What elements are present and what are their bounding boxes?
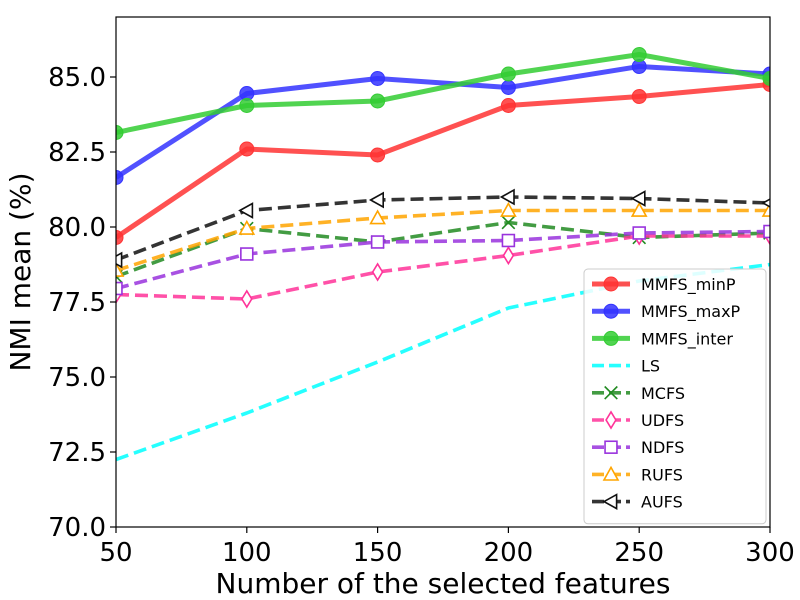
x-axis-label: Number of the selected features: [216, 567, 671, 600]
data-point: [238, 202, 254, 219]
data-point: [369, 209, 386, 225]
data-point: [630, 190, 646, 207]
legend-label: LS: [641, 357, 660, 376]
legend-box: [583, 268, 767, 525]
data-point: [240, 289, 253, 309]
series-line: [116, 82, 770, 240]
legend-marker: [603, 330, 619, 346]
series-rufs: [116, 201, 770, 277]
legend-marker: [602, 465, 620, 481]
legend-marker: [603, 276, 619, 292]
data-point: [761, 201, 770, 217]
y-tick-label: 80.0: [48, 213, 106, 243]
series-line: [116, 52, 770, 135]
data-point: [116, 261, 125, 277]
data-point: [632, 226, 646, 240]
data-point: [500, 66, 516, 82]
y-axis-label: NMI mean (%): [4, 172, 37, 371]
legend-marker: [605, 410, 617, 430]
legend-label: NDFS: [641, 438, 684, 457]
legend-item: UDFS: [592, 410, 684, 430]
data-point: [371, 262, 384, 282]
data-point: [500, 80, 516, 95]
data-point: [631, 47, 647, 62]
legend-item: MCFS: [592, 384, 685, 403]
series-line: [116, 229, 770, 291]
data-point: [239, 98, 255, 113]
x-tick-label: 150: [353, 538, 403, 568]
legend: MMFS_minP MMFS_maxP MMFS_inter LS MCFS UDFS ND…: [583, 268, 767, 525]
data-point: [116, 125, 124, 140]
legend-label: UDFS: [641, 411, 684, 430]
data-point: [762, 71, 770, 86]
data-point: [238, 219, 256, 235]
x-tick-label: 100: [222, 538, 272, 568]
axes-frame: [115, 16, 771, 528]
data-point: [370, 71, 386, 86]
data-point: [240, 247, 254, 261]
y-tick-label: 85.0: [48, 63, 106, 93]
ticks-layer: 50 100 150 200 250 300 70.0 72.5 75.0 77.5 80.0 82.…: [48, 63, 795, 568]
series-line: [116, 208, 770, 273]
y-tick-label: 77.5: [48, 288, 106, 318]
data-point: [370, 93, 386, 109]
legend-label: MMFS_minP: [641, 275, 736, 295]
series-ndfs: [116, 224, 770, 296]
legend-item: LS: [592, 357, 660, 376]
y-tick-label: 75.0: [48, 363, 106, 393]
data-point: [368, 191, 384, 209]
legend-item: MMFS_inter: [592, 329, 733, 349]
x-tick-label: 300: [745, 538, 795, 568]
legend-item: RUFS: [592, 465, 683, 484]
legend-label: AUFS: [641, 493, 683, 512]
y-tick-label: 82.5: [48, 138, 106, 168]
data-point: [630, 201, 648, 217]
series-mmfs-maxp: [116, 59, 770, 185]
legend-item: AUFS: [592, 493, 683, 512]
data-point: [501, 233, 516, 248]
series-line: [116, 64, 770, 180]
data-point: [631, 89, 647, 104]
legend-marker: [604, 385, 618, 400]
series-aufs: [116, 188, 770, 269]
series-mmfs-minp: [116, 77, 770, 245]
series-line: [116, 220, 770, 279]
legend-item: MMFS_maxP: [592, 302, 741, 322]
y-tick-label: 72.5: [48, 438, 106, 468]
data-point: [761, 198, 770, 208]
x-tick-label: 200: [484, 538, 534, 568]
data-point: [501, 215, 516, 230]
data-point: [370, 235, 385, 249]
legend-label: MMFS_inter: [641, 329, 733, 349]
data-point: [116, 170, 124, 185]
series-layer: [116, 47, 770, 462]
x-tick-label: 250: [614, 538, 664, 568]
data-point: [499, 188, 515, 206]
series-mmfs-inter: [116, 47, 770, 140]
y-tick-label: 70.0: [48, 513, 106, 543]
data-point: [500, 201, 517, 217]
legend-item: MMFS_minP: [592, 275, 736, 295]
legend-label: MCFS: [641, 384, 685, 403]
legend-label: MMFS_maxP: [641, 302, 741, 322]
legend-marker: [602, 493, 618, 510]
legend-label: RUFS: [641, 465, 683, 484]
x-tick-label: 50: [99, 538, 132, 568]
legend-marker: [603, 303, 619, 319]
data-point: [370, 147, 386, 163]
data-point: [502, 245, 515, 266]
data-point: [239, 141, 255, 157]
legend-marker: [604, 440, 618, 454]
series-line: [116, 234, 770, 301]
data-point: [116, 230, 124, 245]
data-point: [116, 251, 123, 269]
legend-item: NDFS: [592, 438, 684, 457]
series-line: [116, 195, 770, 262]
data-point: [500, 98, 516, 113]
